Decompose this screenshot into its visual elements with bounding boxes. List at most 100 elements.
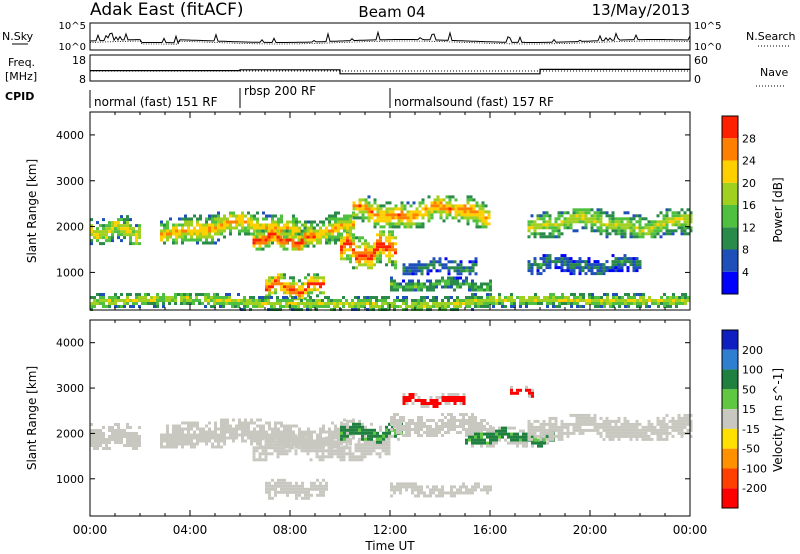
heatmap-cell [689, 211, 693, 215]
heatmap-cell [418, 213, 422, 217]
heatmap-cell [641, 235, 645, 239]
heatmap-cell [689, 434, 693, 438]
heatmap-cell [528, 388, 531, 392]
heatmap-cell [435, 269, 439, 273]
heatmap-cell [253, 436, 256, 440]
heatmap-cell [331, 430, 334, 434]
heatmap-cell [519, 435, 522, 439]
heatmap-cell [465, 279, 468, 283]
heatmap-cell [396, 413, 399, 416]
heatmap-cell [483, 302, 486, 305]
heatmap-cell [448, 201, 452, 205]
heatmap-cell [390, 276, 393, 280]
heatmap-cell [360, 449, 364, 453]
heatmap-cell [593, 416, 597, 420]
heatmap-cell [475, 225, 479, 229]
heatmap-cell [554, 434, 558, 438]
heatmap-cell [638, 229, 642, 233]
heatmap-cell [285, 305, 288, 308]
heatmap-cell [678, 296, 681, 299]
heatmap-cell [307, 285, 310, 289]
date-title: 13/May/2013 [592, 1, 690, 19]
heatmap-cell [527, 434, 531, 438]
heatmap-cell [530, 425, 534, 429]
heatmap-cell [273, 235, 277, 239]
heatmap-cell [102, 299, 105, 302]
heatmap-cell [288, 235, 292, 239]
heatmap-cell [686, 428, 690, 432]
heatmap-cell [243, 302, 246, 305]
heatmap-cell [268, 487, 271, 491]
heatmap-cell [539, 223, 543, 227]
heatmap-cell [471, 263, 475, 267]
heatmap-cell [382, 225, 386, 229]
heatmap-cell [129, 233, 132, 237]
heatmap-cell [387, 302, 390, 305]
heatmap-cell [405, 399, 409, 402]
heatmap-cell [226, 427, 229, 431]
heatmap-cell [325, 487, 328, 491]
heatmap-cell [303, 302, 306, 305]
heatmap-cell [414, 488, 417, 492]
heatmap-cell [650, 425, 654, 429]
heatmap-cell [501, 299, 504, 302]
heatmap-cell [370, 257, 373, 261]
heatmap-cell [402, 399, 406, 402]
heatmap-cell [123, 218, 126, 222]
heatmap-cell [321, 458, 325, 462]
heatmap-cell [418, 225, 422, 229]
heatmap-cell [385, 431, 388, 435]
heatmap-cell [369, 446, 373, 450]
heatmap-cell [644, 232, 648, 236]
heatmap-cell [680, 226, 684, 230]
heatmap-cell [563, 211, 567, 215]
heatmap-cell [489, 293, 492, 296]
heatmap-cell [587, 217, 591, 221]
heatmap-cell [394, 204, 398, 208]
heatmap-cell [369, 452, 373, 456]
heatmap-cell [644, 428, 648, 432]
heatmap-cell [615, 299, 618, 302]
heatmap-cell [417, 288, 420, 292]
heatmap-cell [575, 266, 579, 270]
heatmap-cell [340, 257, 343, 261]
heatmap-cell [363, 305, 366, 308]
heatmap-cell [178, 424, 181, 428]
heatmap-cell [217, 223, 220, 227]
heatmap-cell [279, 452, 283, 456]
heatmap-cell [282, 452, 286, 456]
heatmap-cell [297, 305, 300, 308]
colorbar-frame [721, 329, 739, 509]
heatmap-cell [208, 229, 211, 233]
heatmap-cell [417, 302, 420, 305]
heatmap-cell [510, 293, 513, 296]
heatmap-cell [539, 434, 543, 438]
heatmap-cell [138, 227, 141, 231]
heatmap-cell [160, 220, 163, 224]
heatmap-cell [190, 427, 193, 431]
heatmap-cell [211, 214, 214, 218]
heatmap-cell [593, 428, 597, 432]
heatmap-cell [196, 229, 199, 233]
heatmap-cell [337, 226, 340, 230]
heatmap-cell [325, 238, 328, 242]
heatmap-cell [545, 431, 549, 435]
heatmap-cell [659, 226, 663, 230]
heatmap-cell [163, 439, 166, 443]
heatmap-cell [456, 266, 460, 270]
heatmap-cell [391, 260, 394, 264]
heatmap-cell [557, 226, 561, 230]
heatmap-cell [295, 220, 298, 224]
heatmap-cell [207, 293, 210, 296]
heatmap-cell [274, 282, 277, 286]
heatmap-cell [276, 443, 280, 447]
heatmap-cell [253, 217, 256, 221]
heatmap-cell [578, 263, 582, 267]
colorbar-segment [722, 349, 738, 370]
heatmap-cell [536, 269, 540, 273]
heatmap-cell [150, 302, 153, 305]
heatmap-cell [163, 241, 166, 245]
heatmap-cell [160, 442, 163, 446]
heatmap-cell [590, 223, 594, 227]
heatmap-cell [241, 211, 244, 215]
